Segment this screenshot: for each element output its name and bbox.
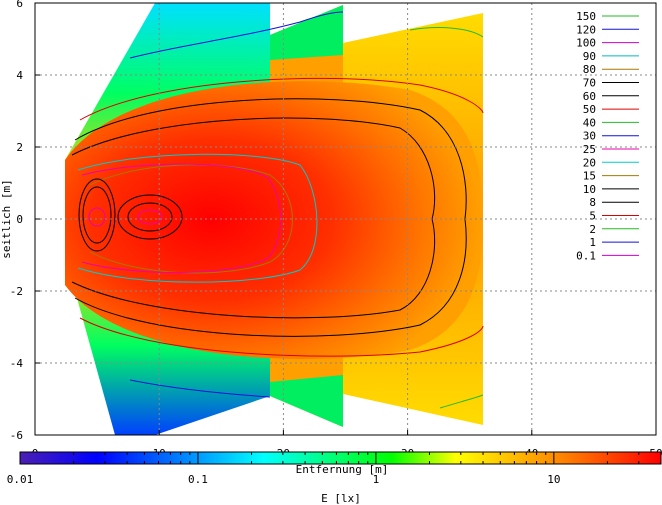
colorbar-tick-label: 0.1	[188, 473, 208, 486]
legend-entry-label: 90	[583, 50, 596, 63]
contour-line-5	[79, 77, 484, 121]
colorbar: 0.01 0.1 1 10 Entfernung [m] E [lx]	[7, 451, 662, 505]
legend-entry-label: 0.1	[576, 249, 596, 262]
legend-entry-label: 15	[583, 170, 596, 183]
contour-hotspot-ring-5	[117, 194, 183, 240]
y-tick-label: -2	[10, 285, 23, 298]
legend-entry-label: 5	[589, 210, 596, 223]
y-tick-label: -6	[10, 429, 23, 442]
x-axis-label: Entfernung [m]	[296, 463, 389, 476]
heatmap-mid-bot-fan	[270, 375, 343, 427]
legend-entry-label: 20	[583, 156, 596, 169]
contour-line-2	[409, 27, 484, 38]
y-tick-label: 0	[16, 213, 23, 226]
legend-entry-label: 150	[576, 10, 596, 23]
contour-line-1	[129, 11, 344, 59]
contour-line-1-lower	[129, 379, 271, 398]
colorbar-ticks: 0.01 0.1 1 10	[7, 452, 662, 486]
contour-hotspot-ring-1	[82, 186, 112, 244]
legend-entry-label: 30	[583, 130, 596, 143]
contour-line-2-lower	[439, 394, 484, 409]
legend-entry-label: 8	[589, 196, 596, 209]
contour-line-5-lower	[79, 317, 484, 357]
colorbar-tick-label: 10	[547, 473, 560, 486]
colorbar-tick-label: 0.01	[7, 473, 34, 486]
colorbar-tick-label: 1	[373, 473, 380, 486]
heatmap-field	[65, 3, 484, 435]
legend-entry-label: 10	[583, 183, 596, 196]
contour-hotspot-ring-4	[127, 202, 173, 232]
legend-entry-label: 25	[583, 143, 596, 156]
legend-entry-label: 100	[576, 37, 596, 50]
legend-entry-label: 70	[583, 77, 596, 90]
y-axis-label: seitlich [m]	[0, 179, 13, 258]
legend-entry-label: 120	[576, 23, 596, 36]
legend-entry-label: 80	[583, 63, 596, 76]
contour-hotspot-ring-3	[137, 209, 163, 225]
legend-entry-label: 60	[583, 90, 596, 103]
heatmap-core	[65, 81, 483, 359]
y-tick-label: 2	[16, 141, 23, 154]
grid	[35, 3, 656, 435]
legend-entry-label: 50	[583, 103, 596, 116]
legend-entry-label: 1	[589, 236, 596, 249]
y-tick-label: 4	[16, 69, 23, 82]
legend-entry-label: 2	[589, 223, 596, 236]
contour-hotspot-inner	[88, 207, 106, 227]
contour-hotspot-ring-2	[78, 178, 116, 252]
heatmap-mid-top-fan	[270, 5, 343, 60]
y-tick-label: 6	[16, 0, 23, 10]
legend-entry-label: 40	[583, 116, 596, 129]
y-tick-label: -4	[10, 357, 24, 370]
y-axis: -6 -4 -2 0 2 4 6	[10, 0, 40, 442]
colorbar-label: E [lx]	[321, 492, 361, 505]
